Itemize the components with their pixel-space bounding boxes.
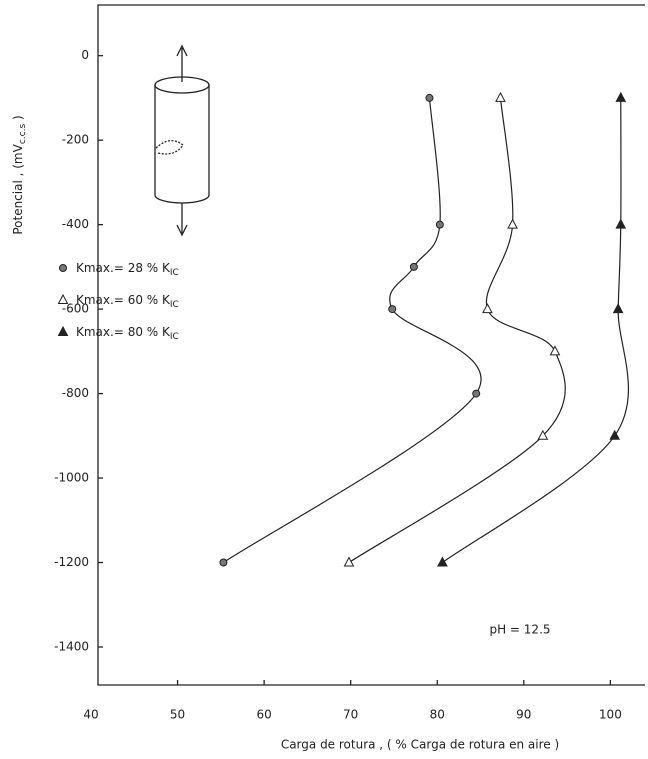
marker (482, 303, 493, 314)
marker (615, 91, 627, 102)
specimen-icon (154, 44, 210, 237)
y-tick-label: -400 (62, 217, 89, 231)
legend-marker (57, 293, 69, 304)
x-tick-label: 80 (430, 708, 445, 722)
y-tick-label: -1200 (54, 555, 89, 569)
marker (507, 218, 518, 229)
x-tick-label: 60 (256, 708, 271, 722)
legend-sub: IC (170, 300, 179, 310)
legend-label: Kmax.= 80 % K (76, 325, 171, 339)
x-axis-label: Carga de rotura , ( % Carga de rotura en… (281, 738, 559, 752)
y-tick-label: -600 (62, 302, 89, 316)
marker (472, 389, 481, 398)
marker (537, 429, 549, 440)
legend-label: Kmax.= 60 % K (76, 293, 171, 307)
marker (615, 218, 627, 229)
legend-entry: Kmax.= 60 % KIC (76, 293, 179, 310)
marker (435, 220, 444, 229)
marker (437, 556, 448, 567)
marker (388, 305, 397, 314)
legend-entry: Kmax.= 28 % KIC (76, 261, 179, 278)
marker (612, 303, 624, 314)
legend-marker (57, 325, 69, 336)
y-tick-label: -1000 (54, 471, 89, 485)
y-tick-label: 0 (81, 48, 89, 62)
x-tick-label: 40 (83, 708, 98, 722)
marker (409, 262, 418, 271)
marker (495, 91, 506, 102)
y-tick-label: -1400 (54, 639, 89, 653)
y-axis-label: Potencial , (mVc.c.s ) (11, 115, 28, 234)
legend-entry: Kmax.= 80 % KIC (76, 325, 179, 342)
marker (343, 556, 355, 567)
x-tick-label: 50 (170, 708, 185, 722)
x-tick-label: 90 (516, 708, 531, 722)
series-curve (442, 97, 629, 563)
marker (425, 93, 434, 102)
x-tick-label: 70 (343, 708, 358, 722)
legend-sub: IC (170, 268, 179, 278)
annotation: pH = 12.5 (489, 623, 550, 637)
y-label-end: ) (11, 115, 25, 124)
y-tick-label: -200 (62, 133, 89, 147)
axes (97, 4, 645, 686)
legend-marker (59, 264, 67, 272)
x-tick-label: 100 (599, 708, 622, 722)
y-tick-label: -800 (62, 386, 89, 400)
y-label: Potencial , (mV (11, 143, 25, 234)
marker (609, 429, 621, 440)
legend-label: Kmax.= 28 % K (76, 261, 171, 275)
marker (219, 558, 228, 567)
series-curve (348, 97, 566, 564)
legend-sub: IC (170, 332, 179, 342)
series-curve (223, 97, 482, 564)
y-label-sub: c.c.s (18, 124, 28, 145)
marker (549, 345, 561, 356)
